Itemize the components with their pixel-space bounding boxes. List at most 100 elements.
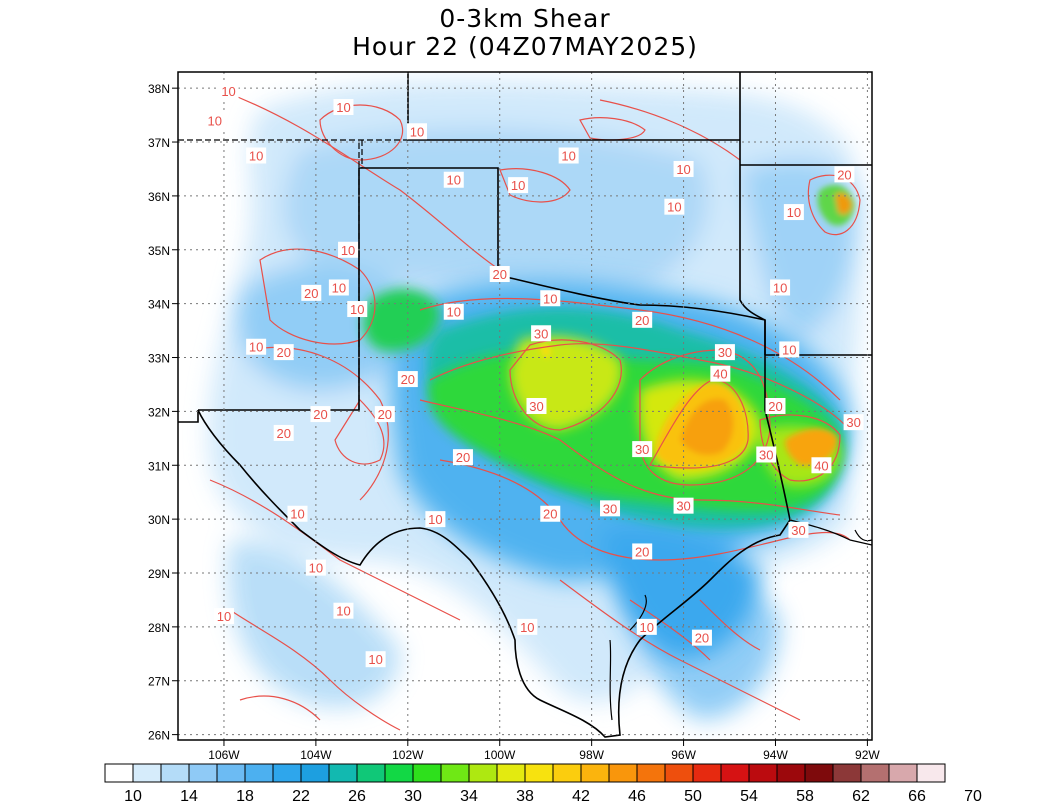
- colorbar-label: 46: [628, 788, 646, 805]
- contour-label: 10: [365, 651, 386, 668]
- lon-tick-label: 98W: [579, 748, 604, 762]
- contour-label: 10: [218, 82, 239, 99]
- contour-label: 30: [600, 500, 621, 517]
- colorbar-swatch: [412, 763, 442, 783]
- svg-text:10: 10: [368, 652, 382, 667]
- lon-tick-label: 106W: [208, 748, 240, 762]
- contour-label: 10: [558, 147, 579, 164]
- colorbar-swatch: [636, 763, 666, 783]
- svg-text:20: 20: [401, 372, 415, 387]
- colorbar-swatch: [692, 763, 722, 783]
- contour-label: 10: [347, 301, 368, 318]
- contour-label: 10: [333, 602, 354, 619]
- contour-label: 30: [756, 446, 777, 463]
- colorbar-swatch: [608, 763, 638, 783]
- contour-label: 10: [305, 559, 326, 576]
- svg-text:20: 20: [695, 631, 709, 646]
- svg-text:20: 20: [837, 167, 851, 182]
- colorbar-swatch: [104, 763, 134, 783]
- contour-label: 20: [374, 406, 395, 423]
- colorbar-label: 18: [236, 788, 254, 805]
- svg-text:10: 10: [511, 178, 525, 193]
- lat-tick-label: 38N: [148, 82, 170, 96]
- colorbar-label: 58: [796, 788, 814, 805]
- colorbar-swatch: [552, 763, 582, 783]
- colorbar-swatch: [496, 763, 526, 783]
- svg-text:30: 30: [676, 499, 690, 514]
- svg-text:20: 20: [313, 407, 327, 422]
- contour-label: 10: [406, 123, 427, 139]
- svg-text:10: 10: [332, 280, 346, 295]
- colorbar-label: 50: [684, 788, 702, 805]
- colorbar-swatch: [888, 763, 918, 783]
- contour-label: 10: [508, 177, 529, 194]
- lat-tick-label: 28N: [148, 621, 170, 635]
- svg-text:20: 20: [276, 345, 290, 360]
- svg-text:10: 10: [447, 173, 461, 188]
- colorbar-swatch: [440, 763, 470, 783]
- lat-tick-label: 37N: [148, 136, 170, 150]
- contour-label: 10: [673, 160, 694, 177]
- contour-label: 20: [489, 266, 510, 283]
- contour-label: 30: [843, 414, 864, 431]
- contour-label: 10: [333, 99, 354, 116]
- map-title-line2: Hour 22 (04Z07MAY2025): [352, 32, 698, 61]
- colorbar-swatch: [384, 763, 414, 783]
- contour-label: 20: [310, 406, 331, 423]
- contour-label: 20: [765, 398, 786, 414]
- colorbar-swatch: [860, 763, 890, 783]
- svg-text:10: 10: [561, 149, 575, 164]
- colorbar-label: 42: [572, 788, 590, 805]
- colorbar-label: 62: [852, 788, 870, 805]
- svg-text:30: 30: [635, 442, 649, 457]
- lon-tick-label: 104W: [300, 748, 332, 762]
- svg-text:10: 10: [309, 561, 323, 576]
- contour-label: 10: [287, 505, 308, 522]
- colorbar-swatch: [832, 763, 862, 783]
- colorbar-swatch: [720, 763, 750, 783]
- lat-tick-label: 30N: [148, 513, 170, 527]
- contour-label: 10: [443, 171, 464, 188]
- colorbar-swatch: [664, 763, 694, 783]
- contour-label: 40: [811, 457, 832, 474]
- svg-text:10: 10: [410, 124, 424, 139]
- svg-text:10: 10: [208, 113, 222, 128]
- contour-label: 20: [273, 344, 294, 361]
- colorbar-label: 34: [460, 788, 478, 805]
- colorbar-swatch: [132, 763, 162, 783]
- svg-text:30: 30: [603, 501, 617, 516]
- svg-text:10: 10: [350, 302, 364, 317]
- svg-text:20: 20: [635, 313, 649, 328]
- contour-label: 20: [397, 371, 418, 388]
- svg-text:30: 30: [529, 399, 543, 414]
- svg-text:40: 40: [713, 367, 727, 382]
- contour-label: 10: [246, 147, 267, 164]
- lon-tick-label: 92W: [855, 748, 880, 762]
- contour-label: 10: [540, 290, 561, 307]
- contour-label: 10: [770, 279, 791, 296]
- colorbar-label: 10: [124, 788, 142, 805]
- colorbar-swatch: [188, 763, 218, 783]
- svg-text:10: 10: [249, 340, 263, 355]
- svg-text:30: 30: [846, 415, 860, 430]
- colorbar-swatch: [328, 763, 358, 783]
- svg-text:20: 20: [492, 267, 506, 282]
- colorbar-label: 66: [908, 788, 926, 805]
- contour-label: 30: [788, 521, 809, 538]
- contour-label: 10: [443, 303, 464, 320]
- svg-text:20: 20: [635, 544, 649, 559]
- svg-text:10: 10: [520, 620, 534, 635]
- longitude-axis: 106W 104W 102W 100W 98W 96W 94W 92W: [208, 740, 880, 762]
- colorbar-swatch: [300, 763, 330, 783]
- contour-label: 40: [710, 365, 731, 382]
- contour-label: 10: [213, 608, 234, 625]
- colorbar-swatch: [244, 763, 274, 783]
- contour-label: 20: [452, 449, 473, 466]
- colorbar-swatch: [160, 763, 190, 783]
- contour-label: 30: [526, 398, 547, 414]
- svg-text:20: 20: [456, 450, 470, 465]
- svg-text:40: 40: [814, 458, 828, 473]
- contour-label: 30: [632, 441, 653, 458]
- svg-text:20: 20: [276, 426, 290, 441]
- lon-tick-label: 100W: [484, 748, 516, 762]
